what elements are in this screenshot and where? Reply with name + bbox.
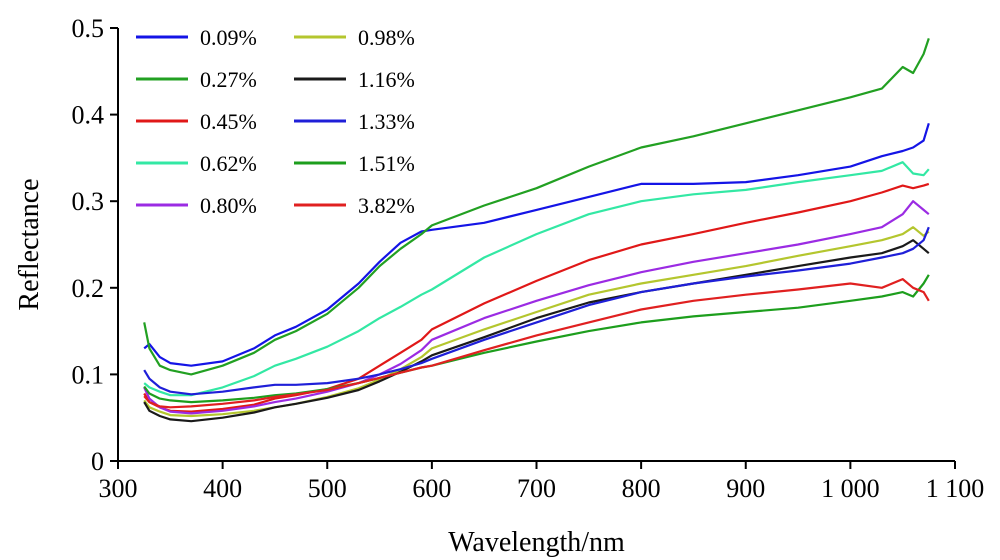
legend-label: 3.82% [358, 193, 415, 218]
series-layer [143, 38, 930, 423]
y-tick-label: 0.5 [72, 14, 105, 43]
x-tick-label: 300 [99, 474, 138, 503]
x-tick-label: 800 [622, 474, 661, 503]
y-tick-label: 0.3 [72, 187, 105, 216]
series-line [143, 226, 930, 418]
series-line [143, 182, 930, 413]
series-line [143, 38, 930, 376]
series-line [143, 226, 930, 396]
legend-label: 0.98% [358, 25, 415, 50]
legend-label: 0.80% [200, 193, 257, 218]
series-line [143, 161, 930, 397]
series-line [143, 122, 930, 367]
series-line [143, 239, 930, 423]
x-tick-label: 400 [203, 474, 242, 503]
y-tick-label: 0 [91, 447, 104, 476]
legend-label: 0.62% [200, 151, 257, 176]
x-tick-label: 600 [412, 474, 451, 503]
legend-label: 1.33% [358, 109, 415, 134]
y-tick-label: 0.2 [72, 274, 105, 303]
legend-label: 0.09% [200, 25, 257, 50]
legend-label: 0.27% [200, 67, 257, 92]
x-tick-label: 1 000 [821, 474, 880, 503]
x-tick-label: 900 [726, 474, 765, 503]
ticks: 300 400 500 600 700 800 900 1 000 1 10000.10.20.… [72, 14, 985, 503]
legend-label: 1.16% [358, 67, 415, 92]
series-line [143, 274, 930, 404]
legend: 0.09% 0.27% 0.45% 0.62% 0.80% 0.98% 1.16% 1.33%… [136, 25, 415, 218]
x-axis-title: Wavelength/nm [448, 527, 625, 558]
legend-label: 0.45% [200, 109, 257, 134]
y-axis-title: Reflectance [14, 178, 45, 310]
x-tick-label: 500 [308, 474, 347, 503]
series-line [143, 278, 930, 409]
x-tick-label: 1 100 [926, 474, 985, 503]
series-line [143, 200, 930, 415]
y-tick-label: 0.1 [72, 360, 105, 389]
y-tick-label: 0.4 [72, 101, 105, 130]
x-tick-label: 700 [517, 474, 556, 503]
axes [117, 28, 955, 462]
legend-label: 1.51% [358, 151, 415, 176]
